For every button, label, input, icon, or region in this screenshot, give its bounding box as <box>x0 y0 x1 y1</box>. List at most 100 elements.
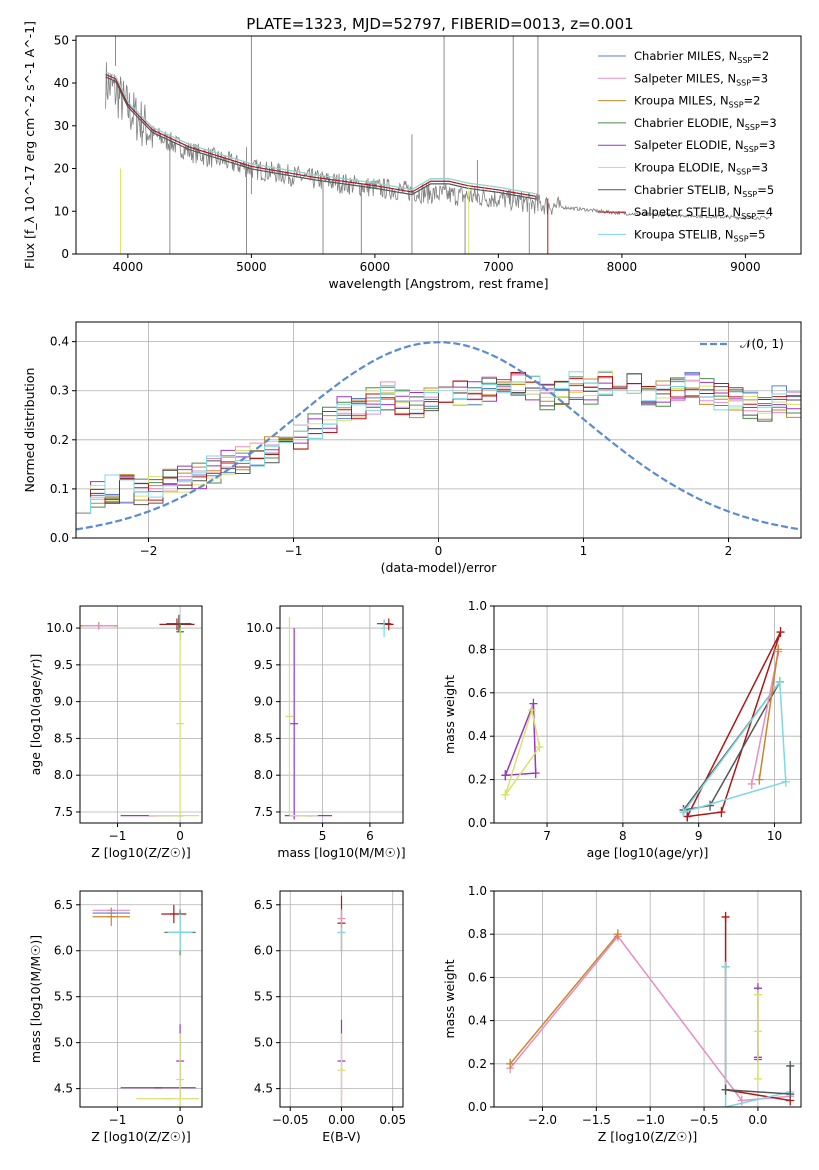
weight-marker <box>747 778 756 789</box>
weight-marker <box>613 929 622 940</box>
y-axis-label: age [log10(age/yr)] <box>28 654 43 776</box>
x-axis-label: (data-model)/error <box>381 560 498 575</box>
panel-weight-vs-age: 7 8 9 10 0.0 0.2 0.4 0.6 0.8 1.0 age [log10(age/yr… <box>442 599 802 860</box>
y-tick-label: 7.5 <box>254 805 273 819</box>
legend-entry: Kroupa STELIB, NSSP=5 <box>634 227 765 243</box>
x-tick-label: 9000 <box>730 260 761 274</box>
x-tick-label: −1 <box>109 829 127 843</box>
y-tick-label: 7.5 <box>54 805 73 819</box>
y-tick-label: 5.0 <box>54 1036 73 1050</box>
y-tick-label: 0.4 <box>50 335 69 349</box>
normal-curve <box>76 341 801 531</box>
legend-entry: Chabrier MILES, NSSP=2 <box>634 49 769 65</box>
y-tick-label: 4.5 <box>254 1082 273 1096</box>
y-tick-label: 5.0 <box>254 1036 273 1050</box>
y-tick-label: 8.5 <box>254 731 273 745</box>
x-tick-label: 0.00 <box>328 1113 355 1127</box>
x-tick-label: −0.05 <box>272 1113 309 1127</box>
y-tick-label: 1.0 <box>468 599 487 613</box>
axes-frame <box>279 605 404 824</box>
y-axis-label: mass [log10(M/M☉)] <box>28 935 43 1063</box>
y-tick-label: 9.5 <box>54 658 73 672</box>
panel-mass-vs-Z: −1 0 4.5 5.0 5.5 6.0 6.5 Z [log10(Z/Z☉)] mass [l… <box>28 890 203 1144</box>
weight-marker <box>775 676 784 687</box>
plot-area-residuals <box>76 341 801 531</box>
weight-marker <box>753 1073 762 1084</box>
x-axis-label: E(B-V) <box>322 1129 361 1144</box>
y-tick-label: 0.3 <box>50 384 69 398</box>
weight-marker <box>781 776 790 787</box>
panel-weight-vs-Z: −2.0 −1.5 −1.0 −0.5 0.0 0.0 0.2 0.4 0.6 0.8 1.0 Z [… <box>442 884 802 1144</box>
error-point <box>285 617 294 816</box>
y-tick-label: 4.5 <box>54 1082 73 1096</box>
x-tick-label: 8 <box>619 829 627 843</box>
axes-frame <box>79 605 203 824</box>
observed-spectrum <box>105 62 770 221</box>
y-tick-label: 5.5 <box>254 990 273 1004</box>
legend-entry: Salpeter ELODIE, NSSP=3 <box>634 138 776 154</box>
error-point <box>337 1033 346 1107</box>
x-tick-label: 5 <box>319 829 327 843</box>
plot-area-age-vs-Z <box>80 614 199 820</box>
x-tick-label: 6000 <box>360 260 391 274</box>
y-tick-label: 40 <box>54 76 69 90</box>
x-tick-label: 0 <box>176 829 184 843</box>
x-tick-label: 0.05 <box>379 1113 406 1127</box>
plot-area-mass-vs-ebv <box>337 895 346 1107</box>
x-tick-label: 2 <box>725 544 733 558</box>
residual-histogram <box>76 377 801 514</box>
legend-entry: Salpeter MILES, NSSP=3 <box>634 71 768 87</box>
x-tick-label: −1 <box>285 544 303 558</box>
y-tick-label: 0.2 <box>468 773 487 787</box>
weight-marker <box>531 768 540 779</box>
residual-histogram <box>76 374 801 514</box>
error-point <box>83 622 115 629</box>
y-tick-label: 0.0 <box>468 816 487 830</box>
x-tick-label: 0 <box>176 1113 184 1127</box>
y-tick-label: 6.5 <box>54 898 73 912</box>
error-point <box>380 619 389 637</box>
error-point <box>166 614 192 633</box>
weight-marker <box>535 742 544 753</box>
y-tick-label: 9.0 <box>54 695 73 709</box>
weight-marker <box>721 1102 730 1107</box>
y-tick-label: 8.5 <box>54 731 73 745</box>
weight-marker <box>753 989 762 1000</box>
y-tick-label: 0.6 <box>468 970 487 984</box>
y-tick-label: 10.0 <box>246 621 273 635</box>
x-axis-label: wavelength [Angstrom, rest frame] <box>328 276 548 291</box>
y-axis-label: Normed distribution <box>22 368 37 493</box>
weight-marker <box>529 698 538 709</box>
plot-area-mass-vs-Z <box>92 904 199 1107</box>
legend-entry: Chabrier STELIB, NSSP=5 <box>634 183 774 199</box>
y-tick-label: 0.4 <box>468 1014 487 1028</box>
weight-marker <box>786 1089 795 1100</box>
weight-marker <box>774 644 783 655</box>
axes-frame <box>75 35 802 255</box>
error-point <box>384 618 394 631</box>
x-tick-label: −2 <box>140 544 158 558</box>
axes-frame <box>493 890 802 1108</box>
y-tick-label: 0.8 <box>468 642 487 656</box>
plot-area-spectrum <box>105 36 770 254</box>
weight-marker <box>683 811 692 822</box>
x-axis-label: mass [log10(M/M☉)] <box>277 845 405 860</box>
residual-histogram <box>76 370 801 514</box>
x-tick-label: 6 <box>366 829 374 843</box>
error-point <box>92 907 131 926</box>
x-tick-label: −1.0 <box>636 1113 665 1127</box>
weight-marker <box>721 961 730 972</box>
x-axis-label: Z [log10(Z/Z☉)] <box>598 1129 698 1144</box>
weight-series <box>509 933 619 1065</box>
error-point <box>290 628 299 820</box>
error-point <box>337 909 346 928</box>
x-tick-label: 8000 <box>607 260 638 274</box>
panel-mass-vs-ebv: −0.05 0.00 0.05 4.5 5.0 5.5 6.0 6.5 E(B-V) <box>254 890 406 1144</box>
model-spectrum <box>105 71 536 195</box>
axes-frame <box>79 890 203 1108</box>
y-tick-label: 0.2 <box>468 1057 487 1071</box>
y-tick-label: 1.0 <box>468 884 487 898</box>
y-tick-label: 20 <box>54 162 69 176</box>
model-spectrum <box>105 74 536 197</box>
